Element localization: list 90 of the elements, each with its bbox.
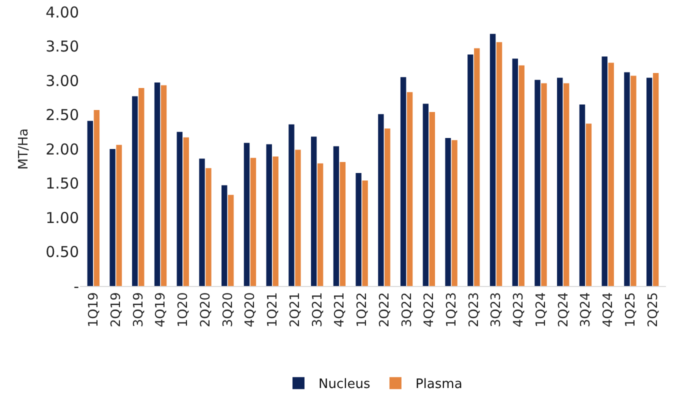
bar <box>250 158 256 286</box>
bar <box>94 110 100 286</box>
bar <box>384 128 390 286</box>
x-tick-label: 1Q25 <box>623 292 638 328</box>
bar <box>206 168 212 286</box>
bar <box>422 104 429 286</box>
bar <box>138 88 144 286</box>
x-tick-label: 4Q19 <box>154 292 169 328</box>
bar <box>512 58 518 286</box>
bar <box>586 124 592 286</box>
bar <box>317 163 324 286</box>
bar <box>496 42 502 286</box>
bar <box>228 194 234 286</box>
x-tick-label: 3Q21 <box>310 292 326 328</box>
bar <box>652 72 659 286</box>
x-tick-label: 2Q19 <box>109 292 124 328</box>
bar <box>160 85 167 286</box>
bar <box>132 96 138 286</box>
bar <box>534 80 540 286</box>
bar <box>362 180 368 286</box>
x-tick-label: 2Q22 <box>377 292 392 328</box>
y-tick-label: 1.50 <box>46 174 79 192</box>
x-tick-label: 3Q20 <box>220 292 236 328</box>
bar <box>646 78 652 286</box>
y-tick-label: - <box>74 277 79 296</box>
x-tick-label: 2Q24 <box>556 292 572 328</box>
bar <box>468 54 474 286</box>
y-tick-label: 1.00 <box>46 208 79 227</box>
x-tick-label: 2Q25 <box>646 292 661 328</box>
x-tick-label: 1Q23 <box>444 292 460 328</box>
bar <box>222 185 228 286</box>
bar <box>333 146 340 286</box>
y-tick-label: 2.50 <box>46 106 79 124</box>
bar <box>266 144 272 286</box>
legend-label: Nucleus <box>318 377 370 392</box>
bar <box>445 138 451 286</box>
bar <box>340 162 346 286</box>
x-tick-label: 4Q23 <box>512 292 527 328</box>
x-tick-label: 3Q24 <box>578 292 594 328</box>
bar <box>608 62 614 286</box>
x-tick-label: 4Q24 <box>601 292 616 328</box>
bar <box>557 78 563 286</box>
x-tick-label: 1Q19 <box>86 292 102 328</box>
bar <box>154 82 160 286</box>
bar <box>310 136 317 286</box>
y-tick-label: 4.00 <box>46 3 79 22</box>
x-tick-label: 4Q20 <box>243 292 258 328</box>
x-tick-label: 2Q20 <box>198 292 214 328</box>
bar <box>400 77 406 286</box>
bar <box>87 120 94 286</box>
x-tick-label: 4Q22 <box>422 292 438 328</box>
legend-label: Plasma <box>415 377 462 392</box>
bar <box>356 172 362 286</box>
bar <box>490 34 496 286</box>
x-tick-label: 4Q21 <box>332 292 348 328</box>
y-tick-label: 2.00 <box>46 140 79 158</box>
x-tick-label: 1Q24 <box>534 292 549 328</box>
bar <box>110 149 116 286</box>
y-tick-label: 3.50 <box>46 38 79 56</box>
bar <box>602 56 608 286</box>
x-tick-label: 1Q20 <box>176 292 192 328</box>
bar <box>378 114 384 286</box>
bar <box>288 124 294 286</box>
bar <box>630 76 636 286</box>
bar <box>406 92 413 286</box>
bar <box>564 83 570 286</box>
bar <box>199 158 205 286</box>
y-tick-label: 3.00 <box>46 72 79 90</box>
y-tick-label: 0.50 <box>46 243 79 261</box>
bar <box>176 132 182 286</box>
bar <box>295 150 301 286</box>
x-tick-label: 2Q21 <box>288 292 303 328</box>
bar <box>624 72 630 286</box>
x-tick-label: 3Q23 <box>489 292 504 328</box>
bar <box>579 104 586 286</box>
bar <box>474 48 480 286</box>
bar <box>541 83 547 286</box>
y-axis-title: MT/Ha <box>16 128 32 170</box>
bar <box>429 112 436 286</box>
bar <box>244 142 250 286</box>
bar <box>518 65 524 286</box>
x-tick-label: 3Q19 <box>131 292 146 328</box>
bar <box>452 140 458 286</box>
bar <box>183 137 189 286</box>
x-tick-label: 3Q22 <box>400 292 415 328</box>
bar <box>272 156 278 286</box>
x-tick-label: 1Q22 <box>355 292 370 328</box>
bar <box>116 144 122 286</box>
x-tick-label: 1Q21 <box>266 292 281 328</box>
x-tick-label: 2Q23 <box>466 292 482 328</box>
